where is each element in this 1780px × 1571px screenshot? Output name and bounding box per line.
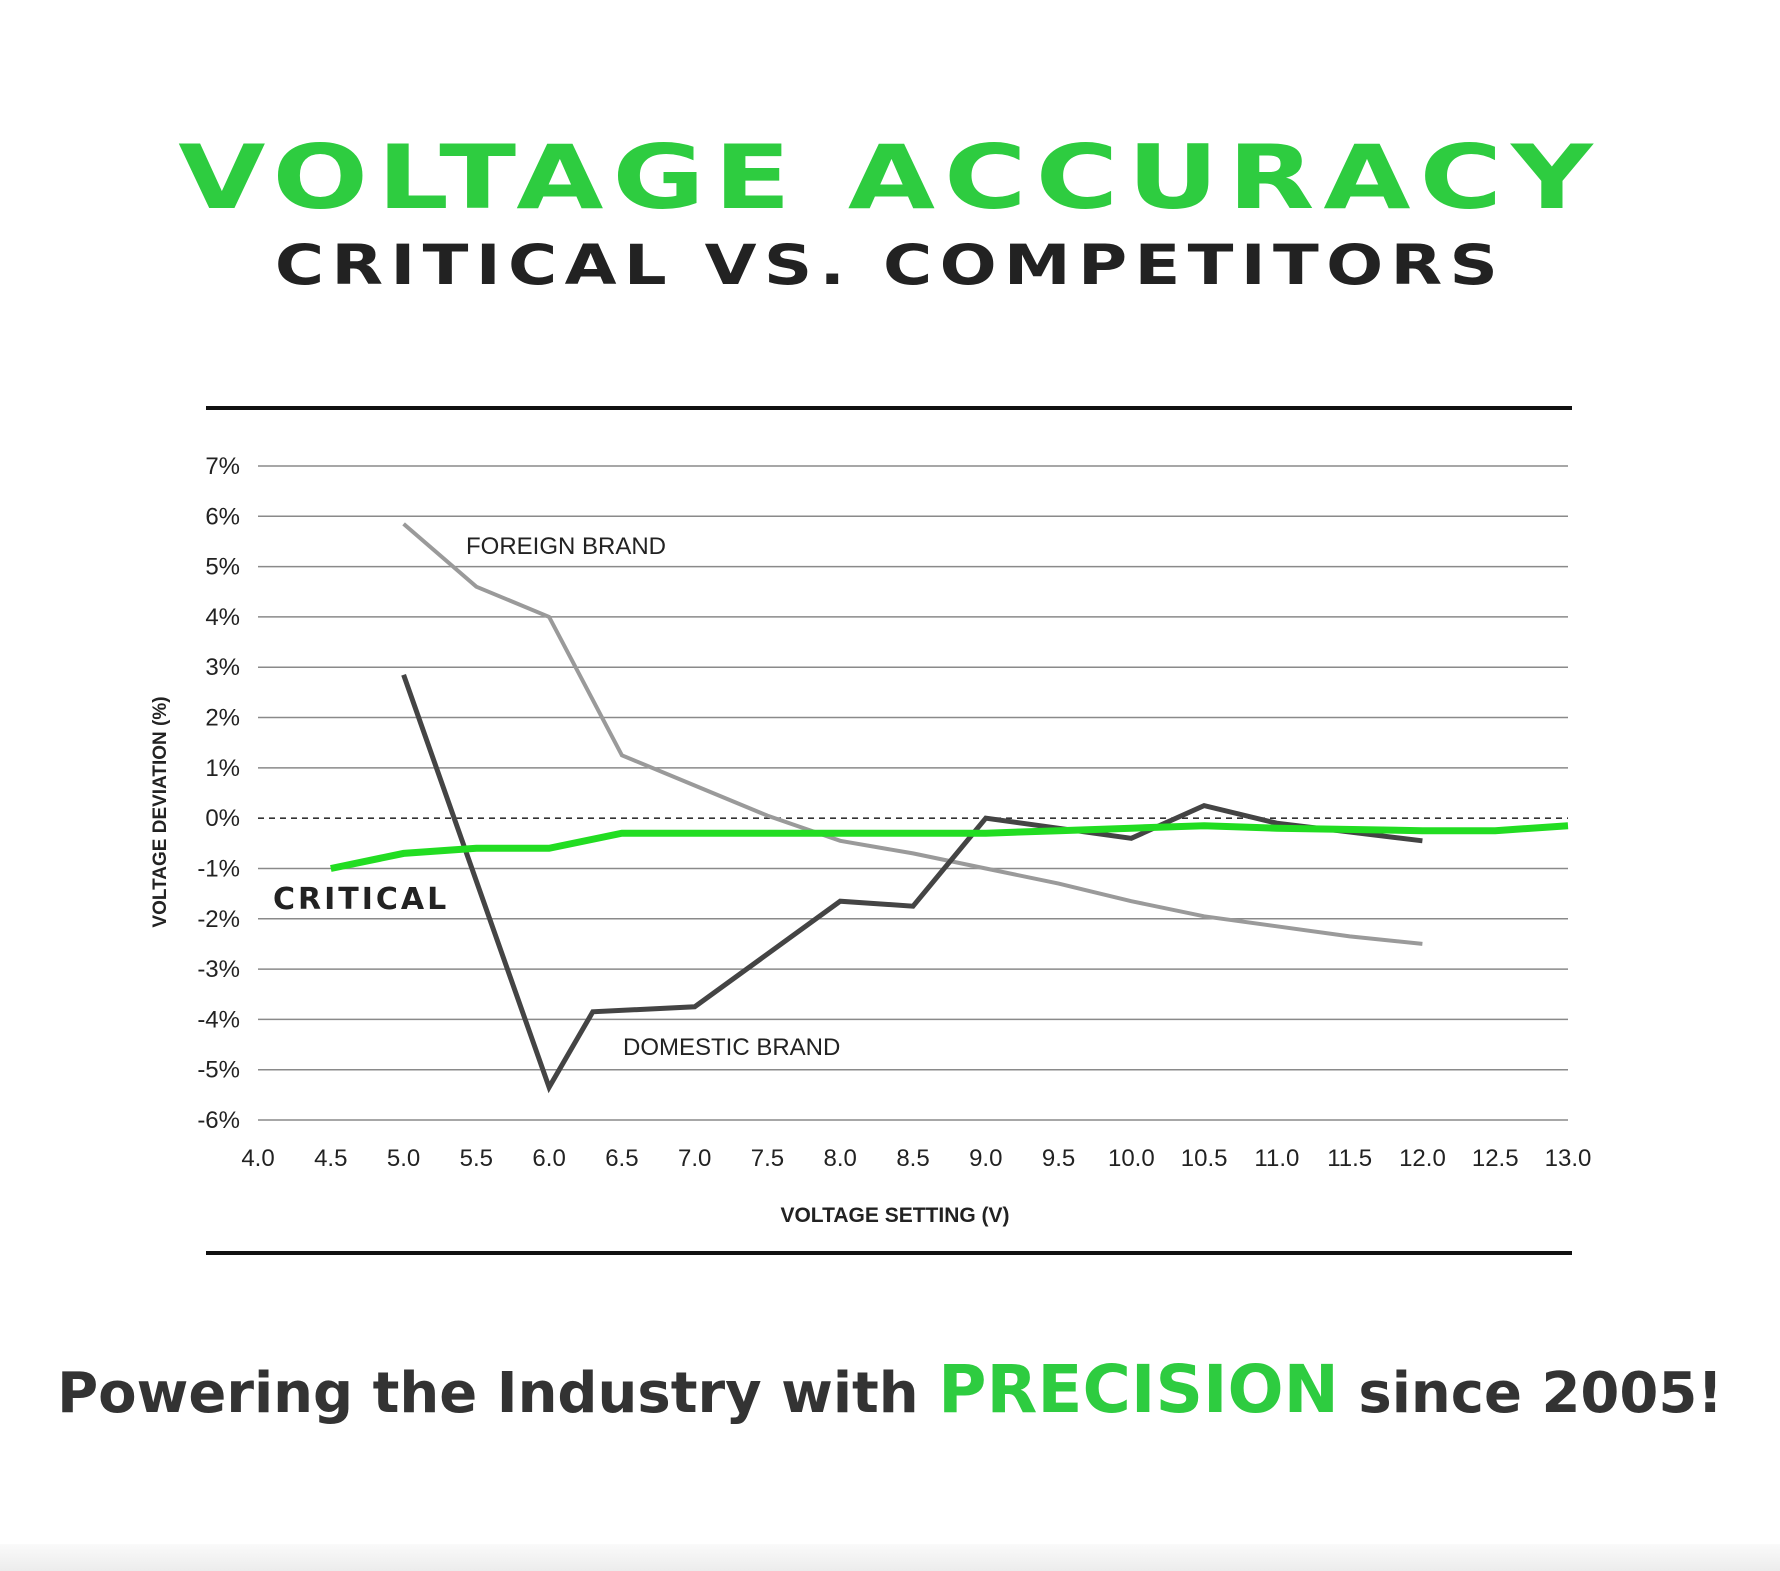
y-tick-label: -1% [197,855,240,882]
y-tick-label: -4% [197,1006,240,1033]
y-tick-label: 2% [205,705,240,732]
series-line-foreign-brand [402,522,1423,946]
x-tick-label: 8.0 [824,1145,857,1172]
x-tick-label: 10.0 [1108,1145,1155,1172]
y-tick-label: 5% [205,554,240,581]
tagline-before: Powering the Industry with [57,1361,939,1426]
x-axis-label: VOLTAGE SETTING (V) [780,1204,1009,1227]
y-tick-label: -6% [197,1107,240,1134]
x-tick-label: 6.5 [605,1145,638,1172]
y-tick-label: 6% [205,503,240,530]
x-tick-label: 12.5 [1472,1145,1519,1172]
series-label-foreign-brand: FOREIGN BRAND [466,533,666,560]
series-line-critical [330,822,1569,872]
x-tick-label: 5.0 [387,1145,420,1172]
x-tick-label: 11.0 [1254,1145,1299,1172]
y-tick-label: 1% [205,755,240,782]
x-tick-label: 11.5 [1327,1145,1372,1172]
y-tick-label: 3% [205,654,240,681]
series-lines [330,522,1569,1094]
x-tick-label: 10.5 [1181,1145,1228,1172]
y-tick-label: 0% [205,805,240,832]
x-tick-label: 8.5 [896,1145,929,1172]
x-tick-label: 5.5 [460,1145,493,1172]
x-tick-label: 13.0 [1545,1145,1592,1172]
tagline-after: since 2005! [1338,1361,1723,1426]
y-tick-label: 4% [205,604,240,631]
chart-title: VOLTAGE ACCURACY [178,126,1602,229]
series-label-domestic-brand: DOMESTIC BRAND [623,1034,840,1061]
bottom-strip [0,1544,1780,1571]
series-line-domestic-brand [401,673,1423,1094]
x-tick-labels: 4.0 4.5 5.0 5.5 6.0 6.5 7.0 7.5 8.0 8.5 9.0 9.5 10.0… [241,1145,1591,1172]
y-tick-label: -3% [197,956,240,983]
y-tick-label: -2% [197,906,240,933]
grid-lines [258,465,1568,1121]
y-tick-label: -5% [197,1057,240,1084]
series-label-critical: CRITICAL [273,882,449,917]
series-labels: FOREIGN BRAND DOMESTIC BRAND CRITICAL [273,533,840,1061]
x-tick-label: 4.0 [241,1145,274,1172]
x-tick-label: 12.0 [1399,1145,1446,1172]
x-tick-label: 7.0 [678,1145,711,1172]
y-tick-labels: 7% 6% 5% 4% 3% 2% 1% 0% -1% -2% -3% -4% -5% -6% [197,453,240,1134]
x-tick-label: 9.0 [969,1145,1002,1172]
x-tick-label: 7.5 [751,1145,784,1172]
tagline: Powering the Industry with PRECISION sin… [0,1354,1780,1430]
x-tick-label: 9.5 [1042,1145,1075,1172]
y-axis-label: VOLTAGE DEVIATION (%) [150,696,171,927]
x-tick-label: 4.5 [314,1145,347,1172]
tagline-highlight: PRECISION [938,1351,1339,1428]
y-tick-label: 7% [205,453,240,480]
x-tick-label: 6.0 [532,1145,565,1172]
chart-subtitle: CRITICAL VS. COMPETITORS [274,233,1506,297]
